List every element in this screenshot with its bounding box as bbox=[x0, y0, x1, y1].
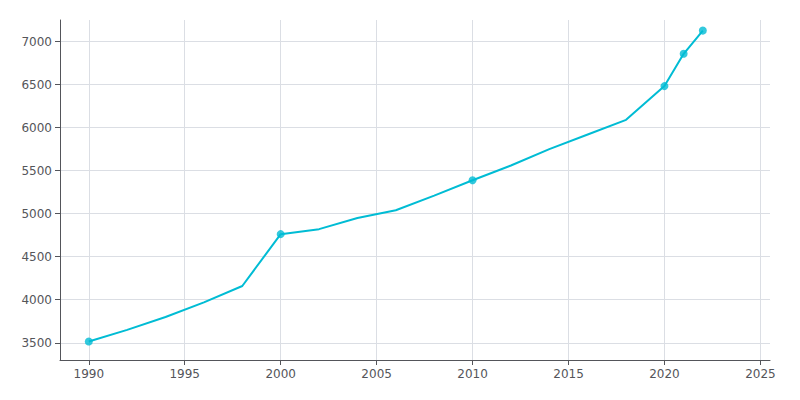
svg-text:2020: 2020 bbox=[649, 367, 680, 381]
svg-text:2000: 2000 bbox=[265, 367, 296, 381]
svg-text:2010: 2010 bbox=[457, 367, 488, 381]
svg-text:5500: 5500 bbox=[21, 164, 52, 178]
svg-text:2025: 2025 bbox=[745, 367, 776, 381]
svg-text:7000: 7000 bbox=[21, 35, 52, 49]
svg-text:1990: 1990 bbox=[74, 367, 105, 381]
svg-text:6500: 6500 bbox=[21, 78, 52, 92]
svg-text:2015: 2015 bbox=[553, 367, 584, 381]
svg-text:4500: 4500 bbox=[21, 250, 52, 264]
svg-text:5000: 5000 bbox=[21, 207, 52, 221]
svg-text:3500: 3500 bbox=[21, 336, 52, 350]
svg-text:1995: 1995 bbox=[169, 367, 200, 381]
svg-text:2005: 2005 bbox=[361, 367, 392, 381]
svg-text:4000: 4000 bbox=[21, 293, 52, 307]
svg-text:6000: 6000 bbox=[21, 121, 52, 135]
